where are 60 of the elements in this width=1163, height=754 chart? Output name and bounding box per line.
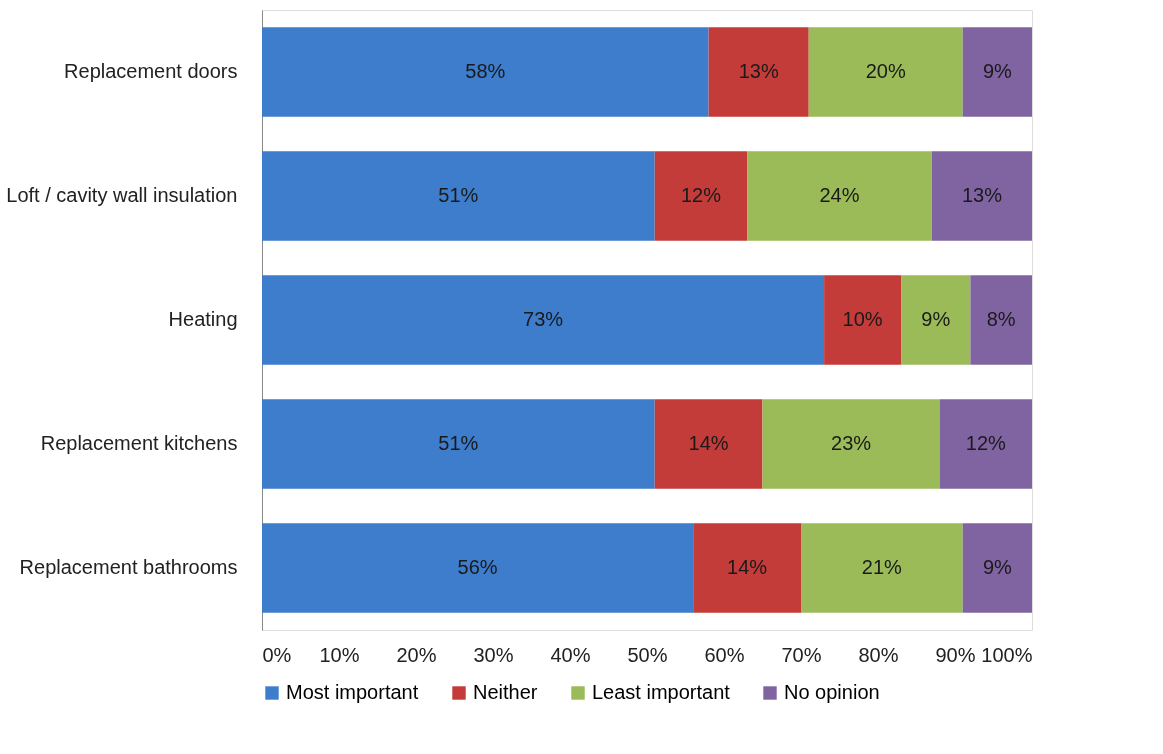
x-tick-label: 100%	[981, 643, 1033, 666]
x-tick-label: 40%	[550, 643, 591, 666]
bar	[901, 275, 971, 365]
data-label: 21%	[861, 556, 903, 578]
data-label: 51%	[438, 432, 479, 454]
data-label: 8%	[986, 308, 1016, 330]
legend-label: Neither	[473, 681, 538, 703]
bar	[262, 275, 825, 365]
x-tick-label: 20%	[396, 643, 437, 666]
data-label: 24%	[819, 184, 860, 206]
x-tick-label: 10%	[319, 643, 360, 666]
bar	[262, 27, 709, 117]
y-tick-label: Loft / cavity wall insulation	[6, 184, 238, 206]
bar	[808, 27, 963, 117]
data-label: 58%	[465, 60, 506, 82]
bar	[693, 523, 801, 613]
bar	[762, 399, 940, 489]
data-label: 12%	[680, 184, 722, 206]
x-tick-label: 80%	[858, 643, 899, 666]
y-tick-label: Replacement kitchens	[40, 432, 238, 454]
data-label: 13%	[738, 60, 779, 82]
bar	[970, 275, 1032, 365]
x-tick-label: 70%	[781, 643, 822, 666]
data-label: 20%	[865, 60, 906, 82]
legend-label: No opinion	[784, 681, 880, 703]
bar	[962, 27, 1032, 117]
legend-label: Least important	[592, 681, 731, 703]
data-label: 9%	[982, 60, 1013, 82]
y-tick-label: Replacement bathrooms	[19, 556, 238, 578]
bar	[801, 523, 963, 613]
y-tick-label: Replacement doors	[64, 60, 238, 82]
data-label: 73%	[523, 308, 564, 330]
data-label: 14%	[727, 556, 768, 578]
data-label: 12%	[965, 432, 1007, 454]
bar	[708, 27, 809, 117]
bar	[931, 151, 1032, 241]
bar	[654, 151, 748, 241]
bar	[262, 151, 655, 241]
legend-label: Most important	[286, 681, 419, 703]
x-tick-label: 50%	[627, 643, 668, 666]
data-label: 9%	[921, 308, 951, 330]
data-label: 51%	[438, 184, 479, 206]
bar	[939, 399, 1032, 489]
bar	[747, 151, 932, 241]
x-tick-label: 30%	[473, 643, 514, 666]
x-tick-label: 60%	[704, 643, 745, 666]
bar	[262, 399, 655, 489]
data-label: 13%	[961, 184, 1003, 206]
data-label: 23%	[831, 432, 872, 454]
x-tick-label: 90%	[935, 643, 976, 666]
bar	[654, 399, 763, 489]
data-label: 9%	[982, 556, 1013, 578]
bar	[962, 523, 1032, 613]
bar	[824, 275, 902, 365]
data-label: 10%	[842, 308, 883, 330]
data-label: 56%	[457, 556, 498, 578]
data-label: 14%	[688, 432, 729, 454]
x-tick-label: 0%	[262, 643, 292, 666]
bar	[262, 523, 694, 613]
y-tick-label: Heating	[168, 308, 238, 330]
